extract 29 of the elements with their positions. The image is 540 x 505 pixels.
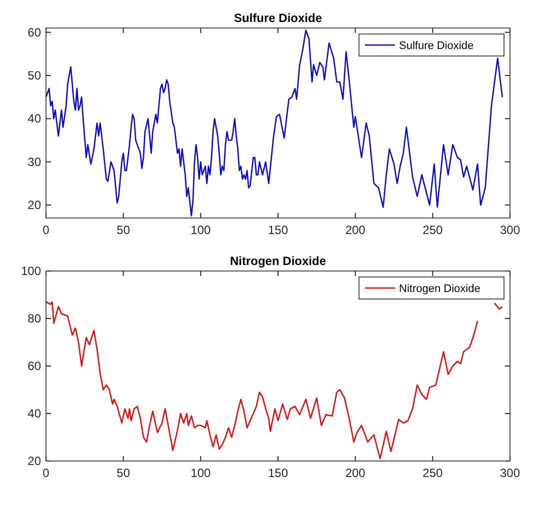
y-tick-label: 40	[28, 406, 42, 420]
y-tick-label: 60	[28, 359, 42, 373]
y-tick-label: 30	[28, 154, 42, 169]
x-tick-label: 50	[116, 466, 130, 480]
legend-label: Nitrogen Dioxide	[399, 283, 480, 295]
x-tick-label: 150	[268, 223, 288, 237]
chart-title: Sulfure Dioxide	[234, 11, 322, 25]
x-tick-label: 50	[116, 223, 130, 237]
x-tick-label: 250	[422, 223, 443, 237]
y-tick-label: 50	[28, 68, 42, 82]
line-series	[45, 30, 503, 216]
x-tick-label: 200	[345, 466, 366, 480]
y-tick-label: 20	[28, 454, 42, 468]
x-tick-label: 200	[345, 223, 366, 237]
x-tick-label: 250	[422, 466, 443, 480]
y-tick-label: 20	[28, 198, 42, 212]
x-tick-label: 100	[190, 466, 211, 480]
y-tick-label: 40	[28, 112, 42, 126]
y-tick-label: 60	[28, 25, 42, 40]
x-tick-label: 0	[42, 223, 50, 237]
x-tick-label: 0	[42, 466, 50, 480]
chart-title: Nitrogen Dioxide	[230, 254, 326, 268]
y-tick-label: 100	[20, 264, 42, 278]
x-tick-label: 300	[500, 223, 520, 237]
legend-label: Sulfure Dioxide	[399, 40, 474, 52]
x-tick-label: 300	[500, 466, 520, 480]
y-tick-label: 80	[28, 312, 42, 326]
x-tick-label: 100	[190, 223, 211, 237]
x-tick-label: 150	[268, 466, 288, 480]
